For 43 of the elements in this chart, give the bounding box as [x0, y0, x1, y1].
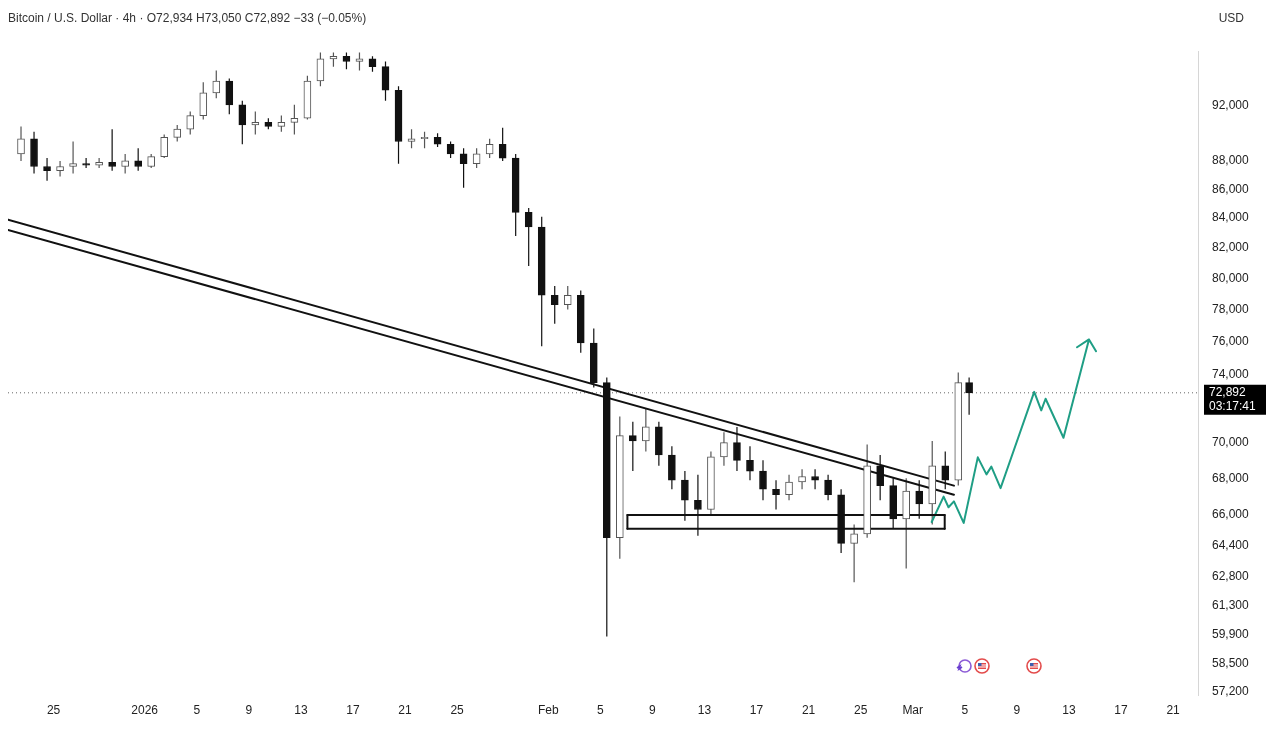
y-tick-label: 68,000	[1212, 470, 1250, 485]
ref-line-label: 72,892	[1209, 385, 1247, 400]
y-tick-label: 82,000	[1212, 240, 1250, 255]
y-tick-label: 92,000	[1212, 98, 1250, 113]
x-tick-label: 2026	[131, 703, 159, 718]
x-tick-label: 25	[853, 703, 868, 718]
x-tick-label: 25	[450, 703, 465, 718]
chart-title: Bitcoin / U.S. Dollar · 4h · O72,934 H73,050 C72,892 −33 (−0.05%)	[8, 10, 367, 27]
x-tick-label: 5	[596, 703, 604, 718]
x-tick-label: 13	[294, 703, 308, 718]
x-tick-label: 9	[649, 703, 657, 718]
y-tick-label: 74,000	[1212, 366, 1250, 381]
y-tick-label: 80,000	[1212, 270, 1250, 285]
y-axis-title: USD	[1218, 10, 1245, 27]
x-tick-label: Mar	[902, 703, 924, 718]
y-tick-label: 62,800	[1212, 568, 1250, 583]
x-tick-label: 21	[801, 703, 816, 718]
x-tick-label: 9	[245, 703, 253, 718]
x-tick-label: 5	[193, 703, 201, 718]
y-tick-label: 61,300	[1212, 598, 1250, 613]
x-tick-label: 17	[346, 703, 360, 718]
text: 03:17:41	[1209, 399, 1257, 414]
x-tick-label: 21	[398, 703, 413, 718]
y-tick-label: 88,000	[1212, 153, 1250, 168]
y-tick-label: 66,000	[1212, 507, 1250, 522]
x-tick-label: 5	[961, 703, 969, 718]
x-tick-label: 13	[1062, 703, 1076, 718]
y-tick-label: 64,400	[1212, 537, 1250, 552]
x-tick-label: 9	[1013, 703, 1021, 718]
x-tick-label: 17	[749, 703, 764, 718]
y-tick-label: 70,000	[1212, 434, 1250, 449]
y-tick-label: 78,000	[1212, 301, 1250, 316]
y-tick-label: 59,900	[1212, 626, 1250, 641]
x-tick-label: 25	[46, 703, 61, 718]
y-tick-label: 86,000	[1212, 181, 1250, 196]
x-tick-label: Feb	[537, 703, 559, 718]
x-tick-label: 17	[1114, 703, 1128, 718]
x-tick-label: 13	[697, 703, 712, 718]
y-tick-label: 58,500	[1212, 655, 1250, 670]
y-tick-label: 84,000	[1212, 210, 1250, 225]
y-tick-label: 76,000	[1212, 333, 1250, 348]
y-tick-label: 57,200	[1212, 683, 1250, 698]
x-tick-label: 21	[1166, 703, 1181, 718]
